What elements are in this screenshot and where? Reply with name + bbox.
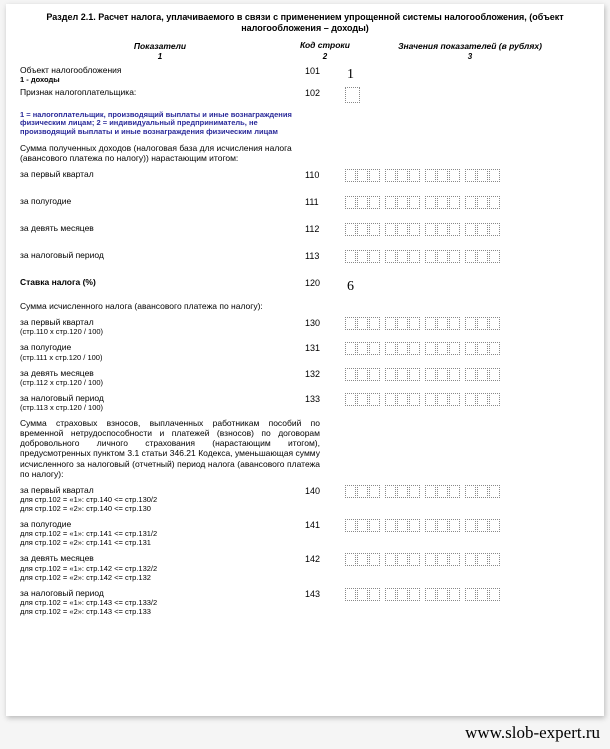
col-num-3: 3 <box>350 52 590 61</box>
label-object-sub: 1 - доходы <box>20 75 299 84</box>
label-142: за девять месяцев <box>20 553 299 563</box>
label-110: за первый квартал <box>20 169 94 179</box>
column-numbers: 1 2 3 <box>20 52 590 61</box>
row-112: за девять месяцев 112 <box>20 223 590 241</box>
value-120: 6 <box>345 279 354 294</box>
value-101: 1 <box>345 67 354 82</box>
label-143: за налоговый период <box>20 588 299 598</box>
section-income: Сумма полученных доходов (налоговая база… <box>20 143 320 163</box>
boxes-113[interactable] <box>345 250 590 268</box>
row-120: Ставка налога (%) 120 6 <box>20 277 590 295</box>
row-143: за налоговый период для стр.102 = «1»: с… <box>20 588 590 616</box>
label-113: за налоговый период <box>20 250 104 260</box>
label-133: за налоговый период <box>20 393 299 403</box>
boxes-111[interactable] <box>345 196 590 214</box>
input-102[interactable] <box>345 87 360 103</box>
column-headers: Показатели Код строки Значения показател… <box>20 41 590 51</box>
row-142: за девять месяцев для стр.102 = «1»: стр… <box>20 553 590 581</box>
col-num-1: 1 <box>20 52 300 61</box>
sub2-141: для стр.102 = «2»: стр.141 <= стр.131 <box>20 538 299 547</box>
label-130: за первый квартал <box>20 317 299 327</box>
code-131: 131 <box>305 342 345 353</box>
row-111: за полугодие 111 <box>20 196 590 214</box>
section-insurance: Сумма страховых взносов, выплаченных раб… <box>20 418 320 479</box>
row-sign: Признак налогоплательщика: 102 <box>20 87 590 108</box>
row-132: за девять месяцев (стр.112 x стр.120 / 1… <box>20 368 590 387</box>
code-101: 101 <box>305 65 345 76</box>
code-111: 111 <box>305 196 345 207</box>
label-140: за первый квартал <box>20 485 299 495</box>
label-132: за девять месяцев <box>20 368 299 378</box>
sub-131: (стр.111 x стр.120 / 100) <box>20 353 299 362</box>
boxes-131[interactable] <box>345 342 590 360</box>
boxes-132[interactable] <box>345 368 590 386</box>
label-sign: Признак налогоплательщика: <box>20 87 136 97</box>
boxes-130[interactable] <box>345 317 590 335</box>
form-title: Раздел 2.1. Расчет налога, уплачиваемого… <box>20 12 590 35</box>
code-112: 112 <box>305 223 345 234</box>
row-110: за первый квартал 110 <box>20 169 590 187</box>
row-113: за налоговый период 113 <box>20 250 590 268</box>
boxes-141[interactable] <box>345 519 590 537</box>
row-object: Объект налогообложения 1 - доходы 101 1 <box>20 65 590 84</box>
boxes-142[interactable] <box>345 553 590 571</box>
sub-132: (стр.112 x стр.120 / 100) <box>20 378 299 387</box>
code-143: 143 <box>305 588 345 599</box>
boxes-140[interactable] <box>345 485 590 503</box>
label-141: за полугодие <box>20 519 299 529</box>
note-sign: 1 = налогоплательщик, производящий выпла… <box>20 111 310 137</box>
label-120: Ставка налога (%) <box>20 277 96 287</box>
sub2-143: для стр.102 = «2»: стр.143 <= стр.133 <box>20 607 299 616</box>
code-132: 132 <box>305 368 345 379</box>
sub1-141: для стр.102 = «1»: стр.141 <= стр.131/2 <box>20 529 299 538</box>
code-102: 102 <box>305 87 345 98</box>
col-num-2: 2 <box>300 52 350 61</box>
label-112: за девять месяцев <box>20 223 94 233</box>
boxes-112[interactable] <box>345 223 590 241</box>
sub-133: (стр.113 x стр.120 / 100) <box>20 403 299 412</box>
label-111: за полугодие <box>20 196 71 206</box>
sub1-140: для стр.102 = «1»: стр.140 <= стр.130/2 <box>20 495 299 504</box>
sub1-142: для стр.102 = «1»: стр.142 <= стр.132/2 <box>20 564 299 573</box>
code-113: 113 <box>305 250 345 261</box>
row-141: за полугодие для стр.102 = «1»: стр.141 … <box>20 519 590 547</box>
code-142: 142 <box>305 553 345 564</box>
row-140: за первый квартал для стр.102 = «1»: стр… <box>20 485 590 513</box>
row-131: за полугодие (стр.111 x стр.120 / 100) 1… <box>20 342 590 361</box>
code-130: 130 <box>305 317 345 328</box>
code-110: 110 <box>305 169 345 180</box>
code-133: 133 <box>305 393 345 404</box>
watermark: www.slob-expert.ru <box>465 723 600 743</box>
boxes-143[interactable] <box>345 588 590 606</box>
sub-130: (стр.110 x стр.120 / 100) <box>20 327 299 336</box>
code-141: 141 <box>305 519 345 530</box>
col-header-3: Значения показателей (в рублях) <box>350 41 590 51</box>
sub2-142: для стр.102 = «2»: стр.142 <= стр.132 <box>20 573 299 582</box>
section-tax: Сумма исчисленного налога (авансового пл… <box>20 301 320 311</box>
label-131: за полугодие <box>20 342 299 352</box>
col-header-2: Код строки <box>300 41 350 51</box>
code-120: 120 <box>305 277 345 288</box>
sub2-140: для стр.102 = «2»: стр.140 <= стр.130 <box>20 504 299 513</box>
label-object: Объект налогообложения <box>20 65 299 75</box>
form-page: Раздел 2.1. Расчет налога, уплачиваемого… <box>6 4 604 716</box>
sub1-143: для стр.102 = «1»: стр.143 <= стр.133/2 <box>20 598 299 607</box>
boxes-133[interactable] <box>345 393 590 411</box>
col-header-1: Показатели <box>20 41 300 51</box>
code-140: 140 <box>305 485 345 496</box>
row-133: за налоговый период (стр.113 x стр.120 /… <box>20 393 590 412</box>
row-130: за первый квартал (стр.110 x стр.120 / 1… <box>20 317 590 336</box>
boxes-110[interactable] <box>345 169 590 187</box>
